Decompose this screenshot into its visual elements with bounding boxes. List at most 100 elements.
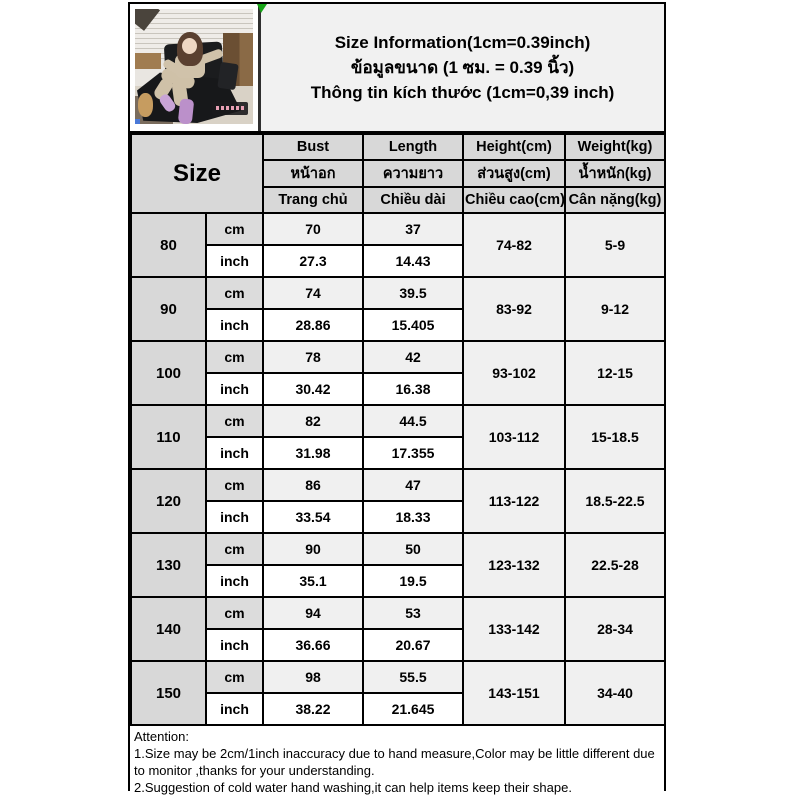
table-header-row-th: หน้าอก ความยาว ส่วนสูง(cm) น้ำหนัก(kg) bbox=[131, 159, 666, 188]
size-label: 120 bbox=[130, 468, 207, 534]
unit-label-cm: cm bbox=[205, 404, 264, 438]
table-row: inch 36.66 20.67 bbox=[131, 628, 665, 662]
height-range-value: 93-102 bbox=[462, 340, 566, 406]
col-header-weight-th: น้ำหนัก(kg) bbox=[564, 159, 666, 188]
height-range-value: 143-151 bbox=[462, 660, 566, 726]
unit-label-inch: inch bbox=[205, 628, 264, 662]
lounge-chair-armrest bbox=[217, 61, 239, 91]
height-range-value: 74-82 bbox=[462, 212, 566, 278]
bust-inch-value: 31.98 bbox=[262, 436, 364, 470]
height-range-value: 123-132 bbox=[462, 532, 566, 598]
unit-label-cm: cm bbox=[205, 596, 264, 630]
bust-inch-value: 27.3 bbox=[262, 244, 364, 278]
plush-toy bbox=[138, 93, 153, 117]
attention-note: 1.Size may be 2cm/1inch inaccuracy due t… bbox=[134, 746, 655, 778]
table-header-row-vi: Trang chủ Chiều dài Chiều cao(cm) Cân nặ… bbox=[131, 186, 666, 214]
table-row: inch 30.42 16.38 bbox=[131, 372, 665, 406]
size-label: 140 bbox=[130, 596, 207, 662]
col-header-length-th: ความยาว bbox=[362, 159, 464, 188]
green-corner-mark-icon bbox=[257, 4, 267, 13]
child-face bbox=[182, 38, 197, 54]
col-header-weight: Weight(kg) bbox=[564, 133, 666, 161]
unit-label-inch: inch bbox=[205, 500, 264, 534]
bust-cm-value: 70 bbox=[262, 212, 364, 246]
title-english: Size Information(1cm=0.39inch) bbox=[334, 33, 591, 52]
table-row: 80 cm 70 37 74-82 5-9 bbox=[130, 212, 666, 278]
weight-range-value: 9-12 bbox=[564, 276, 666, 342]
length-cm-value: 53 bbox=[362, 596, 464, 630]
unit-label-cm: cm bbox=[205, 468, 264, 502]
size-table: Size Bust Length Height(cm) Weight(kg) ห… bbox=[130, 133, 666, 726]
weight-range-value: 22.5-28 bbox=[564, 532, 666, 598]
bust-inch-value: 36.66 bbox=[262, 628, 364, 662]
size-label: 90 bbox=[130, 276, 207, 342]
bust-cm-value: 86 bbox=[262, 468, 364, 502]
title-panel: Size Information(1cm=0.39inch) ข้อมูลขนา… bbox=[261, 4, 664, 131]
bust-cm-value: 78 bbox=[262, 340, 364, 374]
table-row: inch 35.1 19.5 bbox=[131, 564, 665, 598]
title-vietnamese: Thông tin kích thước (1cm=0,39 inch) bbox=[310, 83, 615, 102]
weight-range-value: 18.5-22.5 bbox=[564, 468, 666, 534]
table-row: inch 28.86 15.405 bbox=[131, 308, 665, 342]
table-row: 120 cm 86 47 113-122 18.5-22.5 bbox=[130, 468, 666, 534]
bust-cm-value: 74 bbox=[262, 276, 364, 310]
sideboard bbox=[135, 53, 161, 69]
unit-label-cm: cm bbox=[205, 212, 264, 246]
watermark-text-blur bbox=[216, 106, 244, 110]
length-cm-value: 42 bbox=[362, 340, 464, 374]
bust-inch-value: 35.1 bbox=[262, 564, 364, 598]
size-chart-panel: Size Information(1cm=0.39inch) ข้อมูลขนา… bbox=[128, 2, 666, 798]
size-corner-header: Size bbox=[130, 133, 264, 214]
length-cm-value: 55.5 bbox=[362, 660, 464, 694]
col-header-length: Length bbox=[362, 133, 464, 161]
length-inch-value: 21.645 bbox=[362, 692, 464, 726]
table-row: 130 cm 90 50 123-132 22.5-28 bbox=[130, 532, 666, 598]
table-row: 150 cm 98 55.5 143-151 34-40 bbox=[130, 660, 666, 726]
height-range-value: 113-122 bbox=[462, 468, 566, 534]
table-row: 100 cm 78 42 93-102 12-15 bbox=[130, 340, 666, 406]
length-inch-value: 16.38 bbox=[362, 372, 464, 406]
length-cm-value: 37 bbox=[362, 212, 464, 246]
size-label: 130 bbox=[130, 532, 207, 598]
col-header-bust: Bust bbox=[262, 133, 364, 161]
bust-inch-value: 38.22 bbox=[262, 692, 364, 726]
height-range-value: 133-142 bbox=[462, 596, 566, 662]
weight-range-value: 5-9 bbox=[564, 212, 666, 278]
unit-label-inch: inch bbox=[205, 244, 264, 278]
attention-section: Attention: 1.Size may be 2cm/1inch inacc… bbox=[130, 726, 664, 798]
child-sock-right bbox=[177, 98, 195, 124]
table-row: 110 cm 82 44.5 103-112 15-18.5 bbox=[130, 404, 666, 470]
table-row: inch 38.22 21.645 bbox=[131, 692, 665, 726]
length-inch-value: 15.405 bbox=[362, 308, 464, 342]
unit-label-inch: inch bbox=[205, 372, 264, 406]
col-header-height: Height(cm) bbox=[462, 133, 566, 161]
length-inch-value: 18.33 bbox=[362, 500, 464, 534]
product-photo bbox=[135, 9, 253, 124]
bust-inch-value: 33.54 bbox=[262, 500, 364, 534]
photo-watermark bbox=[212, 102, 248, 115]
table-row: inch 31.98 17.355 bbox=[131, 436, 665, 470]
height-range-value: 103-112 bbox=[462, 404, 566, 470]
blue-dot-artifact bbox=[135, 119, 140, 124]
unit-label-inch: inch bbox=[205, 436, 264, 470]
length-inch-value: 14.43 bbox=[362, 244, 464, 278]
size-label: 80 bbox=[130, 212, 207, 278]
bust-inch-value: 28.86 bbox=[262, 308, 364, 342]
table-row: inch 33.54 18.33 bbox=[131, 500, 665, 534]
title-thai: ข้อมูลขนาด (1 ซม. = 0.39 นิ้ว) bbox=[350, 58, 575, 77]
header-section: Size Information(1cm=0.39inch) ข้อมูลขนา… bbox=[130, 4, 664, 133]
unit-label-cm: cm bbox=[205, 532, 264, 566]
col-header-height-vi: Chiều cao(cm) bbox=[462, 186, 566, 214]
table-row: 140 cm 94 53 133-142 28-34 bbox=[130, 596, 666, 662]
unit-label-inch: inch bbox=[205, 564, 264, 598]
unit-label-cm: cm bbox=[205, 340, 264, 374]
table-row: inch 27.3 14.43 bbox=[131, 244, 665, 278]
height-range-value: 83-92 bbox=[462, 276, 566, 342]
unit-label-inch: inch bbox=[205, 692, 264, 726]
length-inch-value: 19.5 bbox=[362, 564, 464, 598]
weight-range-value: 15-18.5 bbox=[564, 404, 666, 470]
col-header-height-th: ส่วนสูง(cm) bbox=[462, 159, 566, 188]
size-label: 110 bbox=[130, 404, 207, 470]
size-label: 150 bbox=[130, 660, 207, 726]
